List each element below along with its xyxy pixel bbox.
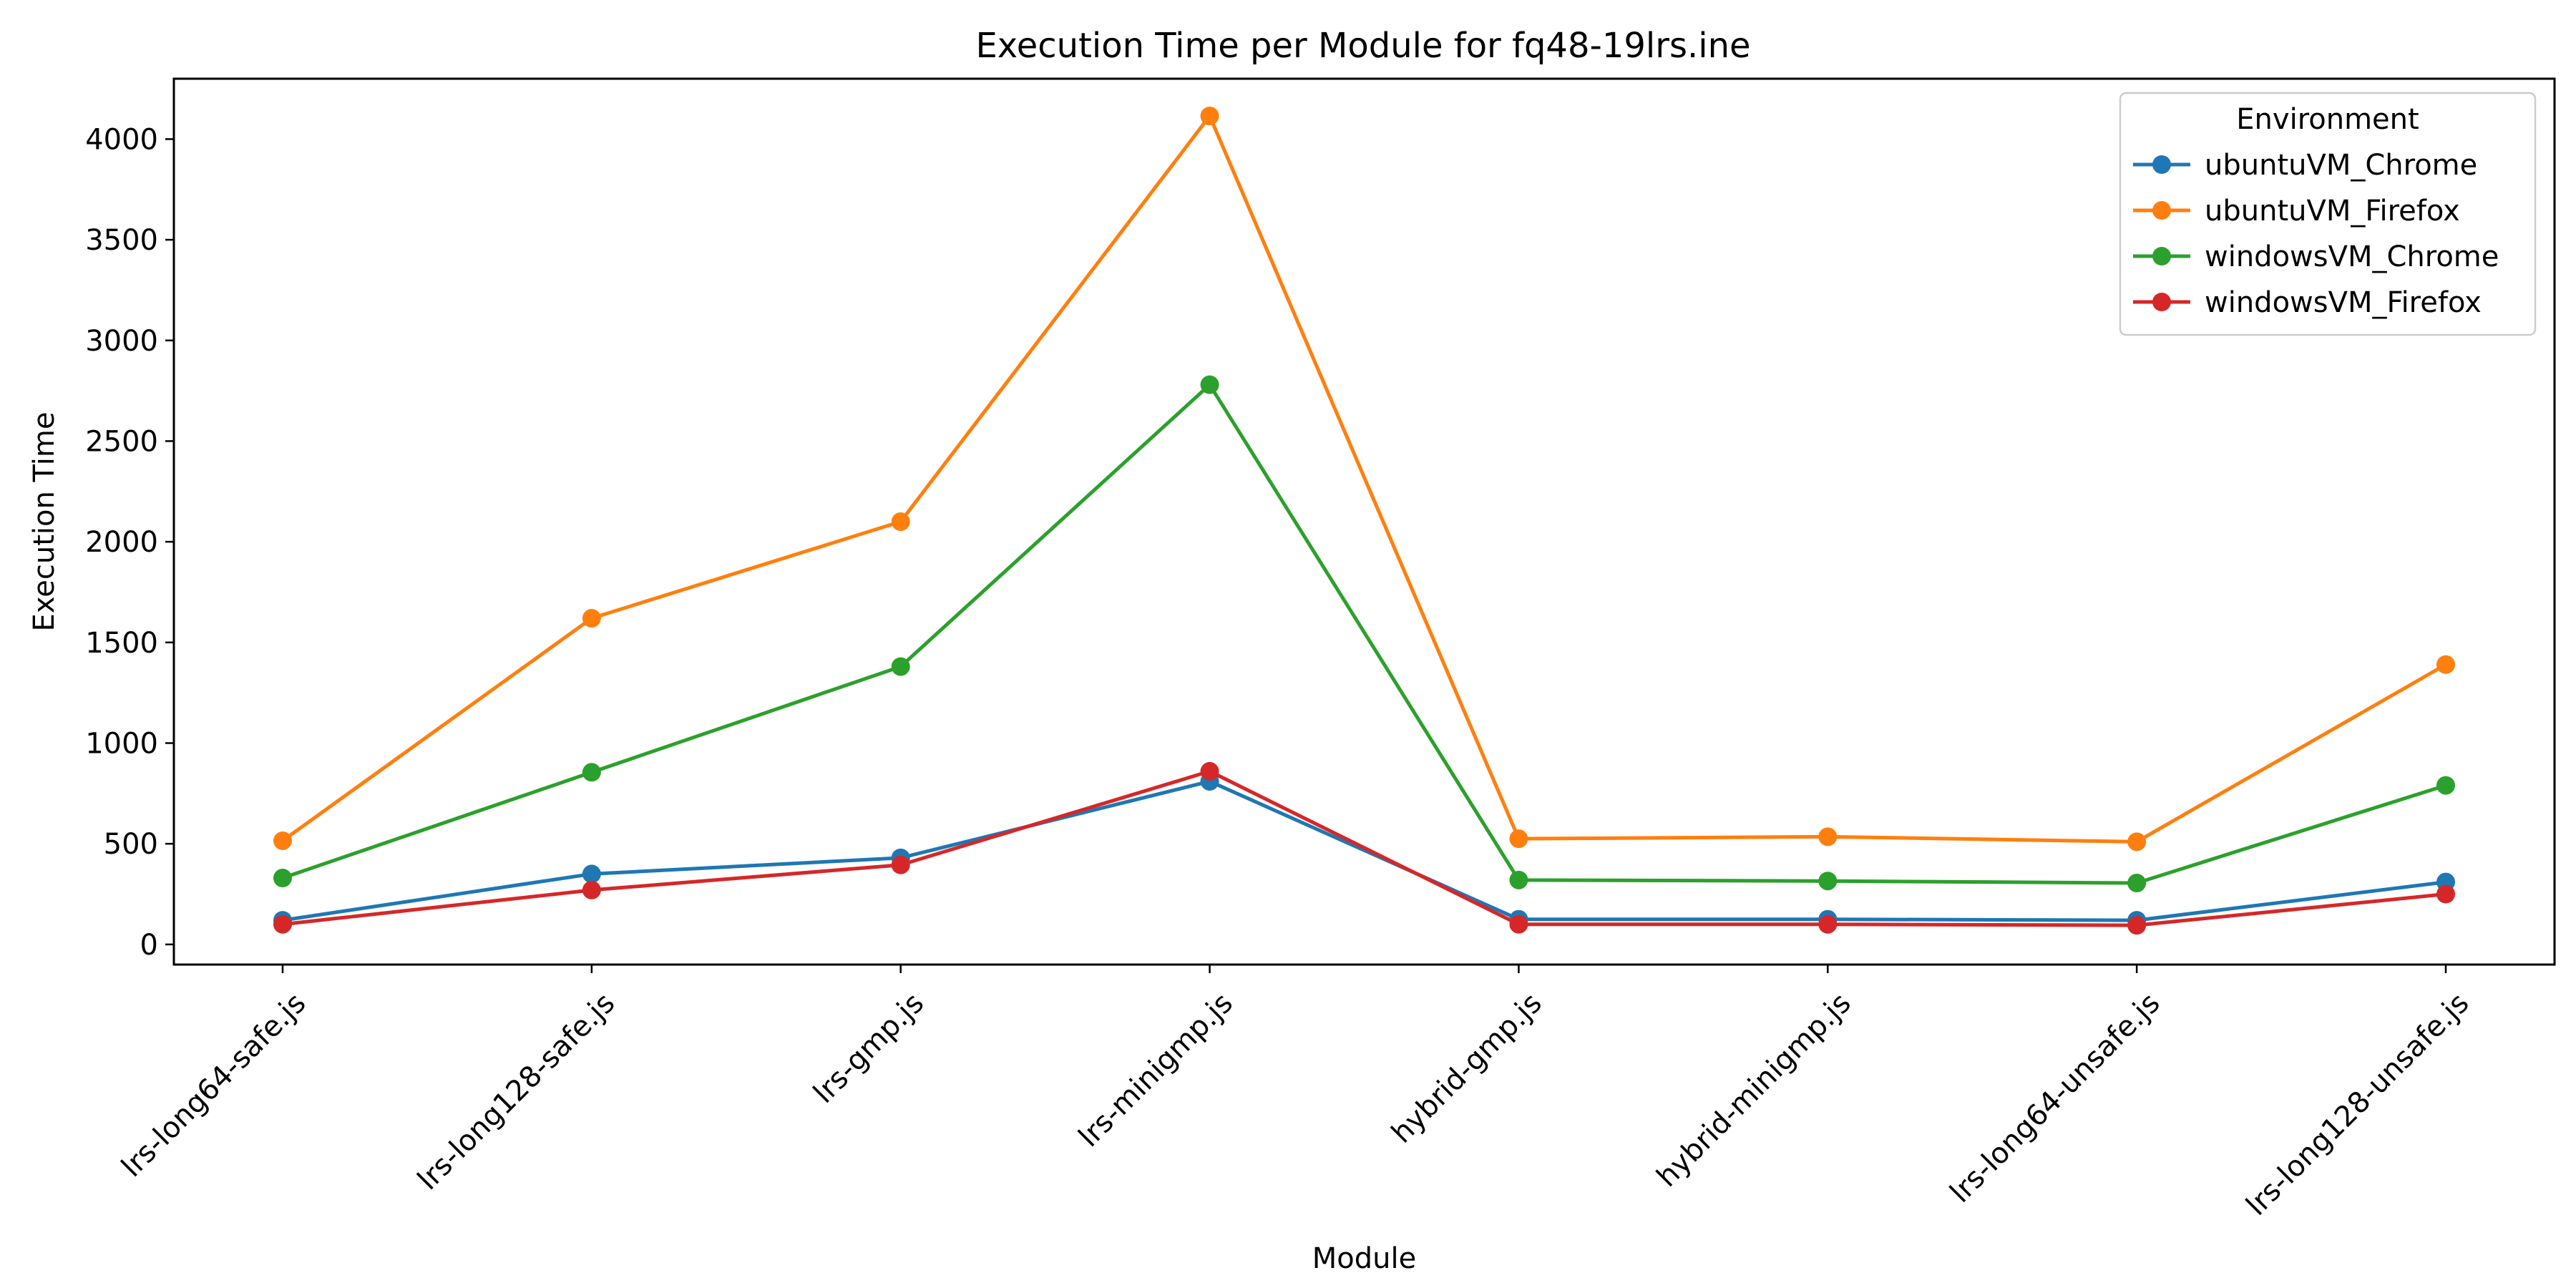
- chart-title: Execution Time per Module for fq48-19lrs…: [975, 26, 1750, 66]
- data-point-windowsvm-chrome: [1200, 375, 1219, 394]
- series-line-windowsvm-firefox: [282, 769, 2446, 927]
- legend-title: Environment: [2236, 103, 2419, 136]
- data-point-ubuntuvm-firefox: [1200, 107, 1219, 126]
- series-line-ubuntuvm-firefox: [281, 114, 2447, 844]
- data-point-windowsvm-firefox: [1818, 914, 1838, 934]
- y-tick-label: 2000: [85, 526, 158, 559]
- legend-label-ubuntuvm-firefox: ubuntuVM_Firefox: [2205, 195, 2460, 228]
- data-point-windowsvm-chrome: [1818, 872, 1838, 891]
- y-tick-label: 3500: [85, 224, 158, 257]
- y-axis-title: Execution Time: [28, 412, 61, 632]
- legend-label-ubuntuvm-chrome: ubuntuVM_Chrome: [2205, 149, 2477, 182]
- legend-marker-windowsvm-firefox: [2152, 293, 2171, 311]
- series-line-ubuntuvm-chrome: [282, 779, 2446, 922]
- legend: Environment ubuntuVM_Chrome ubuntuVM_Firef…: [2119, 92, 2537, 336]
- data-point-windowsvm-chrome: [891, 657, 910, 676]
- y-tick-label: 3000: [85, 325, 158, 358]
- y-tick-label: 1000: [85, 728, 158, 761]
- data-point-windowsvm-chrome: [273, 869, 292, 888]
- data-point-windowsvm-firefox: [2127, 916, 2147, 935]
- data-point-windowsvm-firefox: [1200, 761, 1219, 781]
- data-point-ubuntuvm-chrome: [582, 864, 601, 884]
- data-point-windowsvm-chrome: [2436, 776, 2455, 795]
- y-tick-label: 2500: [85, 425, 158, 458]
- data-point-ubuntuvm-firefox: [582, 609, 601, 628]
- data-point-ubuntuvm-firefox: [891, 512, 910, 531]
- legend-marker-ubuntuvm-chrome: [2152, 155, 2171, 174]
- data-point-windowsvm-chrome: [2127, 874, 2147, 893]
- data-point-windowsvm-firefox: [1509, 914, 1528, 934]
- plot-frame: [172, 77, 2556, 966]
- data-point-ubuntuvm-firefox: [1509, 829, 1528, 849]
- data-point-ubuntuvm-firefox: [2127, 832, 2147, 852]
- y-tick-label: 4000: [85, 123, 158, 156]
- series-line-windowsvm-chrome: [282, 383, 2446, 885]
- legend-box: [2119, 92, 2537, 336]
- data-point-ubuntuvm-firefox: [2436, 655, 2455, 674]
- data-point-windowsvm-firefox: [891, 855, 910, 874]
- legend-label-windowsvm-firefox: windowsVM_Firefox: [2205, 286, 2482, 319]
- data-point-windowsvm-firefox: [273, 914, 292, 934]
- x-axis-title: Module: [1312, 1242, 1416, 1275]
- data-point-windowsvm-firefox: [582, 880, 601, 899]
- data-point-ubuntuvm-firefox: [273, 831, 292, 850]
- y-tick-label: 0: [140, 929, 158, 962]
- data-point-windowsvm-chrome: [1509, 870, 1528, 889]
- data-point-windowsvm-firefox: [2436, 884, 2455, 904]
- data-point-windowsvm-chrome: [582, 763, 601, 782]
- data-point-ubuntuvm-firefox: [1818, 827, 1838, 847]
- y-tick-label: 1500: [85, 627, 158, 660]
- legend-marker-ubuntuvm-firefox: [2152, 201, 2171, 220]
- legend-label-windowsvm-chrome: windowsVM_Chrome: [2205, 240, 2499, 273]
- legend-marker-windowsvm-chrome: [2152, 247, 2171, 265]
- y-tick-label: 500: [104, 828, 158, 861]
